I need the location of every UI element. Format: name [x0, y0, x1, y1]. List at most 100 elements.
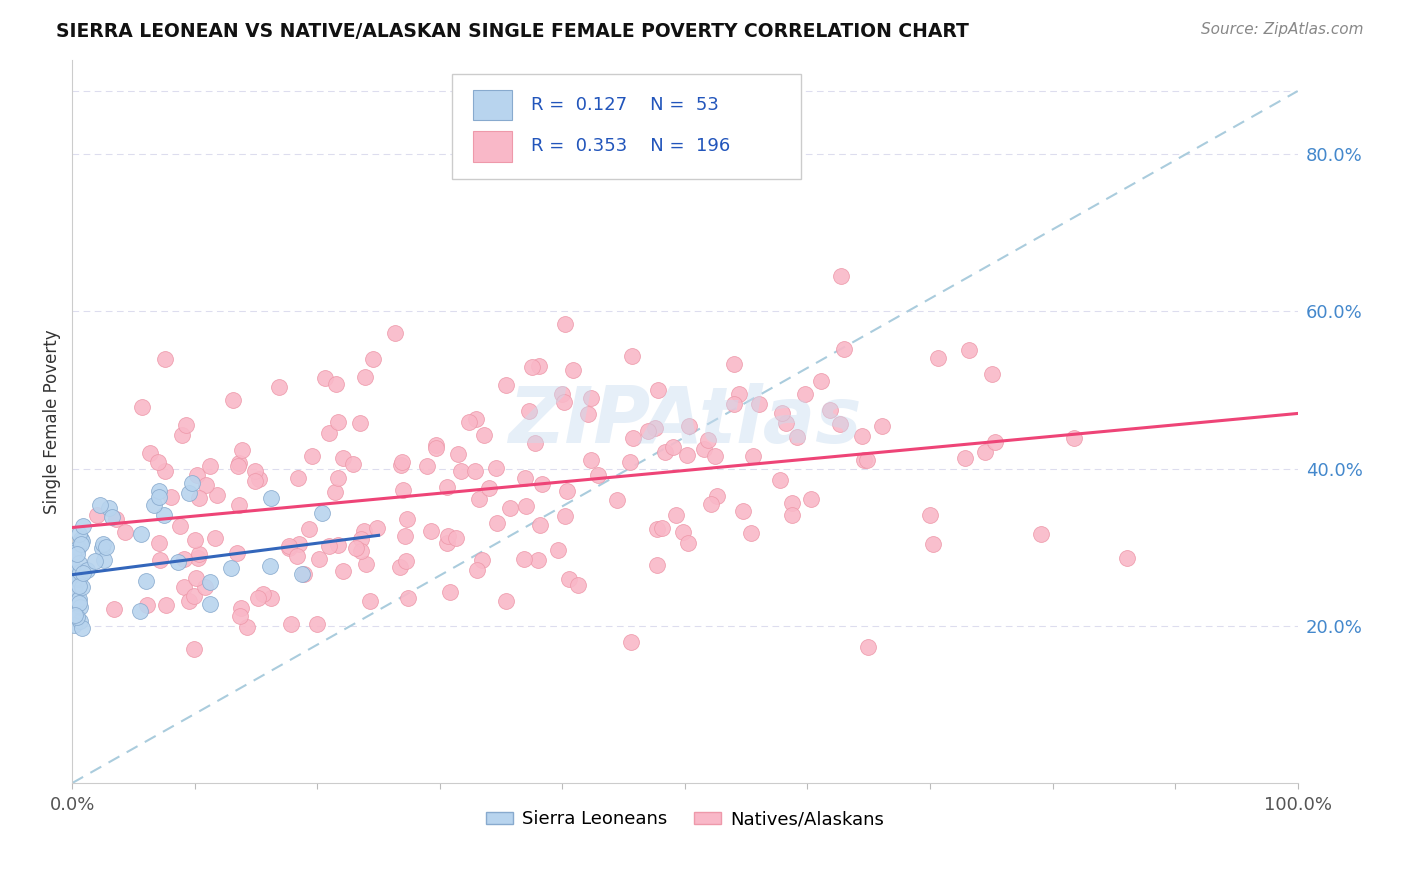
Point [780, 496, 803, 510]
Point [853, 453, 876, 467]
Point [70, 580, 93, 594]
Point [810, 374, 832, 388]
Point [794, 387, 817, 401]
Point [76, 564, 98, 578]
Point [326, 471, 349, 485]
Point [160, 490, 183, 504]
Point [981, 367, 1004, 381]
Point [495, 377, 517, 392]
Point [471, 553, 494, 567]
Point [499, 500, 522, 515]
Point [353, 369, 375, 384]
Point [229, 600, 252, 615]
Point [620, 634, 643, 648]
Point [308, 551, 330, 566]
Point [67, 579, 90, 593]
Text: R =  0.127    N =  53: R = 0.127 N = 53 [530, 96, 718, 114]
Point [576, 408, 599, 422]
Point [349, 416, 371, 430]
Point [72, 519, 94, 533]
Point [436, 480, 458, 494]
Point [395, 511, 418, 525]
Point [267, 380, 290, 394]
Point [72, 566, 94, 580]
Point [70, 621, 93, 635]
Text: ZIPAtlas: ZIPAtlas [508, 384, 862, 459]
Point [495, 594, 517, 608]
Point [93, 552, 115, 566]
Point [921, 537, 943, 551]
Point [186, 571, 208, 585]
Point [60, 558, 83, 573]
Point [194, 580, 217, 594]
Point [389, 559, 412, 574]
Point [65, 607, 87, 622]
Point [146, 455, 169, 469]
Point [676, 448, 699, 462]
Point [148, 484, 170, 499]
Point [153, 463, 176, 477]
Point [555, 483, 578, 498]
Point [856, 640, 879, 655]
Point [173, 580, 195, 594]
Point [530, 477, 553, 491]
Point [63, 571, 86, 585]
Point [472, 427, 495, 442]
Point [96, 541, 118, 555]
Point [292, 566, 315, 581]
Point [830, 269, 852, 284]
Point [277, 541, 299, 555]
Point [700, 497, 723, 511]
Point [527, 359, 550, 373]
Point [1029, 526, 1052, 541]
Point [226, 546, 249, 560]
Point [326, 538, 349, 552]
Point [101, 510, 124, 524]
Point [148, 536, 170, 550]
Point [305, 617, 328, 632]
Point [524, 436, 547, 450]
FancyBboxPatch shape [453, 74, 801, 179]
Point [67, 556, 90, 570]
Point [647, 383, 669, 397]
Point [183, 589, 205, 603]
Point [62, 546, 84, 560]
Point [66, 609, 89, 624]
Text: SIERRA LEONEAN VS NATIVE/ALASKAN SINGLE FEMALE POVERTY CORRELATION CHART: SIERRA LEONEAN VS NATIVE/ALASKAN SINGLE … [56, 22, 969, 41]
Point [298, 523, 321, 537]
Point [325, 376, 347, 391]
Point [606, 493, 628, 508]
Point [135, 574, 157, 589]
Point [830, 417, 852, 431]
Point [419, 524, 441, 539]
Point [179, 594, 201, 608]
Point [955, 451, 977, 466]
Point [485, 461, 508, 475]
Point [513, 471, 536, 485]
Point [671, 524, 693, 539]
Point [654, 445, 676, 459]
Point [63, 618, 86, 632]
Point [155, 599, 177, 613]
Point [318, 426, 340, 441]
Point [260, 491, 283, 505]
Point [513, 552, 536, 566]
Point [465, 562, 488, 576]
Point [728, 387, 751, 401]
Point [332, 451, 354, 466]
Point [425, 438, 447, 452]
Point [200, 597, 222, 611]
Point [547, 543, 569, 558]
Point [391, 455, 413, 469]
Point [184, 533, 207, 547]
Text: R =  0.353    N =  196: R = 0.353 N = 196 [530, 137, 730, 155]
Point [637, 425, 659, 439]
Point [780, 508, 803, 522]
Point [67, 596, 90, 610]
Point [226, 458, 249, 473]
Point [392, 483, 415, 497]
Point [398, 591, 420, 605]
Point [252, 587, 274, 601]
Point [222, 393, 245, 408]
Point [63, 581, 86, 595]
